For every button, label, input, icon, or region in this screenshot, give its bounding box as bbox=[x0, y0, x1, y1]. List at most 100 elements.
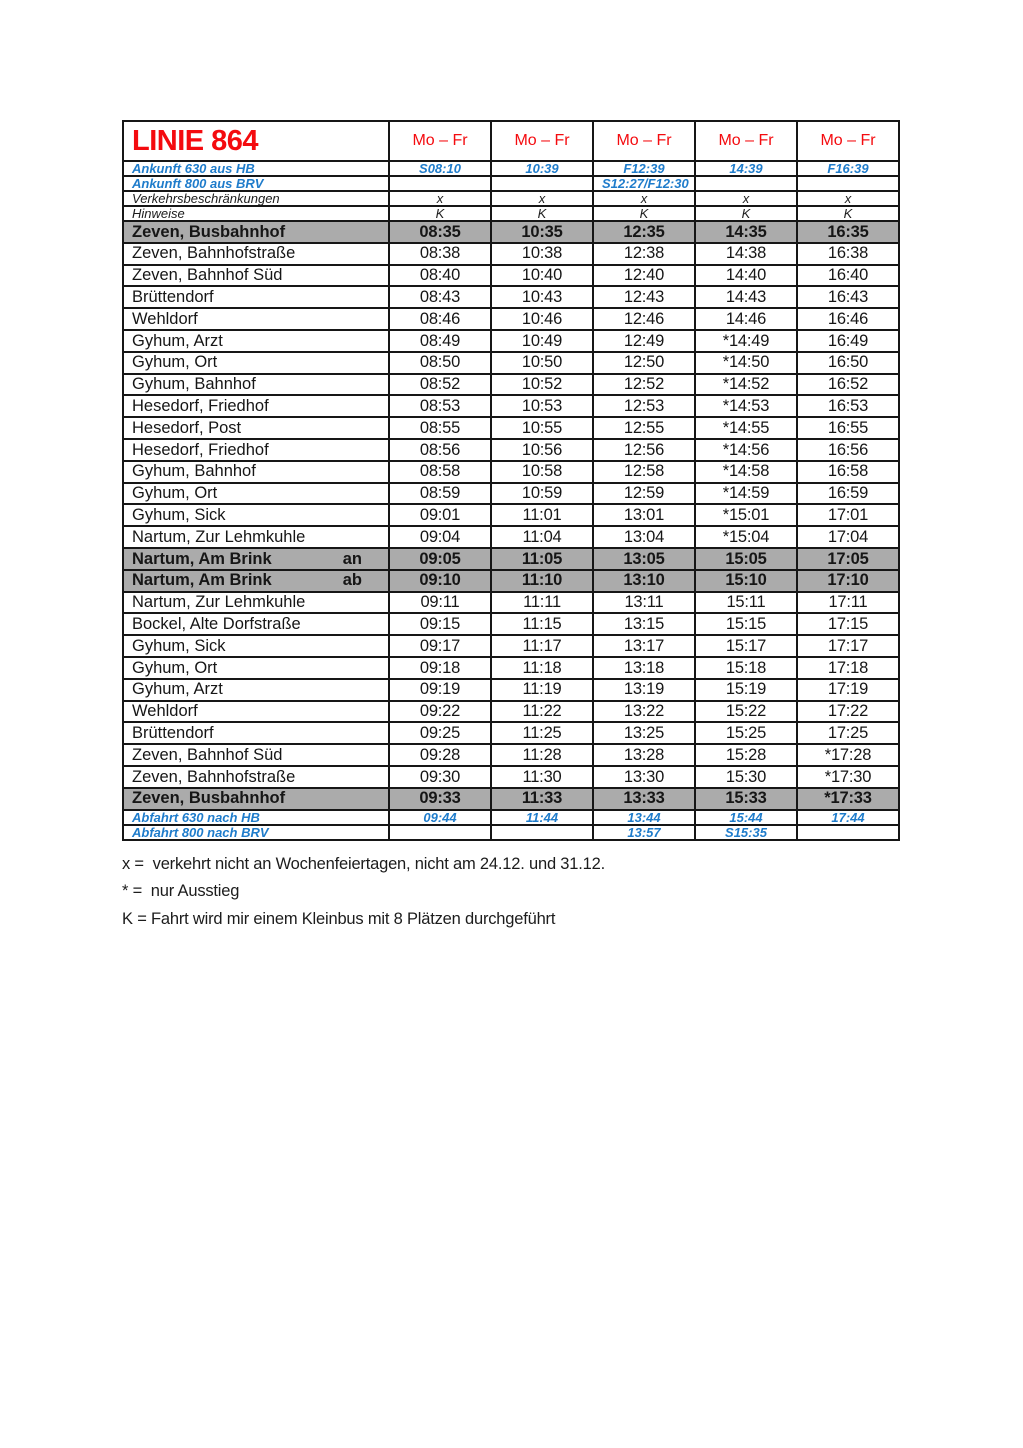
departure-row-label: Abfahrt 800 nach BRV bbox=[122, 823, 390, 841]
stop-row: Hesedorf, Friedhof 08:56 10:56 12:56 *14:56 1… bbox=[122, 437, 900, 462]
time-cell: K bbox=[694, 205, 798, 222]
line-title: LINIE 864 bbox=[122, 120, 390, 162]
arrival-departure-tag: ab bbox=[342, 571, 362, 590]
time-cell: 12:56 bbox=[592, 437, 696, 462]
time-cell: 08:40 bbox=[388, 263, 492, 288]
time-cell: x bbox=[490, 190, 594, 207]
arrival-departure-tag: an bbox=[342, 549, 362, 568]
time-cell: 11:25 bbox=[490, 721, 594, 746]
time-cell: 08:58 bbox=[388, 459, 492, 484]
info-row: Ankunft 800 aus BRV S12:27/F12:30 bbox=[122, 175, 900, 192]
time-cell: *14:49 bbox=[694, 328, 798, 353]
time-cell: 13:28 bbox=[592, 743, 696, 767]
time-cell: 16:43 bbox=[796, 285, 900, 310]
time-cell: 13:19 bbox=[592, 677, 696, 702]
stop-row: Brüttendorf 08:43 10:43 12:43 14:43 16:43 bbox=[122, 285, 900, 310]
time-cell: x bbox=[388, 190, 492, 207]
time-cell: 13:11 bbox=[592, 590, 696, 615]
time-cell: 12:59 bbox=[592, 481, 696, 506]
time-cell: 10:50 bbox=[490, 350, 594, 375]
time-cell: 11:15 bbox=[490, 612, 594, 637]
time-cell: 10:53 bbox=[490, 394, 594, 419]
stop-row-label: Gyhum, Arzt bbox=[122, 677, 390, 702]
stop-row: Zeven, Bahnhof Süd 08:40 10:40 12:40 14:40 16… bbox=[122, 263, 900, 288]
info-row: Ankunft 630 aus HB S08:10 10:39 F12:39 14:39… bbox=[122, 160, 900, 177]
stop-row-label: Nartum, Zur Lehmkuhle bbox=[122, 590, 390, 615]
time-cell: 14:39 bbox=[694, 160, 798, 177]
stop-row: Gyhum, Ort 08:59 10:59 12:59 *14:59 16:59 bbox=[122, 481, 900, 506]
stop-row: Gyhum, Ort 08:50 10:50 12:50 *14:50 16:50 bbox=[122, 350, 900, 375]
time-cell: 13:04 bbox=[592, 525, 696, 549]
time-cell: 13:22 bbox=[592, 699, 696, 724]
time-cell: 11:19 bbox=[490, 677, 594, 702]
time-cell: 15:15 bbox=[694, 612, 798, 637]
stop-row-label: Nartum, Am Brink ab bbox=[122, 568, 390, 593]
time-cell: 13:01 bbox=[592, 503, 696, 528]
stop-row: Hesedorf, Friedhof 08:53 10:53 12:53 *14:53 1… bbox=[122, 394, 900, 419]
time-cell: 16:56 bbox=[796, 437, 900, 462]
time-cell: 08:52 bbox=[388, 372, 492, 397]
time-cell: F16:39 bbox=[796, 160, 900, 177]
time-cell: 08:53 bbox=[388, 394, 492, 419]
time-cell: 13:44 bbox=[592, 808, 696, 826]
time-cell: 13:25 bbox=[592, 721, 696, 746]
time-cell: *15:04 bbox=[694, 525, 798, 549]
stop-row-label: Zeven, Bahnhofstraße bbox=[122, 241, 390, 266]
time-cell: 08:49 bbox=[388, 328, 492, 353]
time-cell: 12:43 bbox=[592, 285, 696, 310]
time-cell: *14:55 bbox=[694, 416, 798, 440]
time-cell: 15:33 bbox=[694, 786, 798, 811]
time-cell: 09:33 bbox=[388, 786, 492, 811]
time-cell: 10:52 bbox=[490, 372, 594, 397]
time-cell: 11:01 bbox=[490, 503, 594, 528]
time-cell: 14:38 bbox=[694, 241, 798, 266]
footnote-asterisk: * = nur Ausstieg bbox=[122, 882, 240, 901]
stop-name: Nartum, Am Brink bbox=[132, 549, 272, 568]
stop-row: Gyhum, Bahnhof 08:52 10:52 12:52 *14:52 16:52 bbox=[122, 372, 900, 397]
time-cell: 13:18 bbox=[592, 655, 696, 680]
stop-row-label: Bockel, Alte Dorfstraße bbox=[122, 612, 390, 637]
stop-row: Nartum, Zur Lehmkuhle 09:11 11:11 13:11 15:1… bbox=[122, 590, 900, 615]
time-cell: 09:01 bbox=[388, 503, 492, 528]
stop-row: Hesedorf, Post 08:55 10:55 12:55 *14:55 16:55 bbox=[122, 416, 900, 440]
stop-row: Gyhum, Ort 09:18 11:18 13:18 15:18 17:18 bbox=[122, 655, 900, 680]
stop-row: Nartum, Zur Lehmkuhle 09:04 11:04 13:04 *15:… bbox=[122, 525, 900, 549]
time-cell: 14:35 bbox=[694, 220, 798, 244]
time-cell: 09:44 bbox=[388, 808, 492, 826]
time-cell: K bbox=[388, 205, 492, 222]
time-cell: 08:35 bbox=[388, 220, 492, 244]
time-cell: K bbox=[592, 205, 696, 222]
time-cell: 15:22 bbox=[694, 699, 798, 724]
stop-row: Zeven, Bahnhofstraße 09:30 11:30 13:30 15:30… bbox=[122, 764, 900, 789]
time-cell: 17:44 bbox=[796, 808, 900, 826]
footnote-x: x = verkehrt nicht an Wochenfeiertagen, … bbox=[122, 854, 605, 873]
time-cell: 10:39 bbox=[490, 160, 594, 177]
time-cell: K bbox=[796, 205, 900, 222]
time-cell: 14:46 bbox=[694, 307, 798, 331]
stop-row: Gyhum, Sick 09:17 11:17 13:17 15:17 17:17 bbox=[122, 634, 900, 658]
time-cell: 08:38 bbox=[388, 241, 492, 266]
info-row-label: Ankunft 630 aus HB bbox=[122, 160, 390, 177]
time-cell: 10:49 bbox=[490, 328, 594, 353]
time-cell: 11:10 bbox=[490, 568, 594, 593]
stop-row-label: Wehldorf bbox=[122, 699, 390, 724]
stop-row: Gyhum, Arzt 08:49 10:49 12:49 *14:49 16:49 bbox=[122, 328, 900, 353]
stop-name: Nartum, Am Brink bbox=[132, 571, 272, 590]
time-cell: 09:15 bbox=[388, 612, 492, 637]
time-cell: *14:56 bbox=[694, 437, 798, 462]
time-cell: 08:55 bbox=[388, 416, 492, 440]
time-cell: 11:11 bbox=[490, 590, 594, 615]
time-cell: 13:17 bbox=[592, 634, 696, 658]
stop-row-label: Gyhum, Ort bbox=[122, 655, 390, 680]
time-cell: 12:35 bbox=[592, 220, 696, 244]
time-cell bbox=[796, 175, 900, 192]
stop-row: Zeven, Busbahnhof 09:33 11:33 13:33 15:33 *17… bbox=[122, 786, 900, 811]
stop-row: Zeven, Bahnhof Süd 09:28 11:28 13:28 15:28 *1… bbox=[122, 743, 900, 767]
time-cell: 10:58 bbox=[490, 459, 594, 484]
time-cell: 16:53 bbox=[796, 394, 900, 419]
departure-row-label: Abfahrt 630 nach HB bbox=[122, 808, 390, 826]
time-cell: *14:53 bbox=[694, 394, 798, 419]
stop-row-label: Zeven, Bahnhofstraße bbox=[122, 764, 390, 789]
time-cell: 17:04 bbox=[796, 525, 900, 549]
time-cell: 09:05 bbox=[388, 546, 492, 571]
